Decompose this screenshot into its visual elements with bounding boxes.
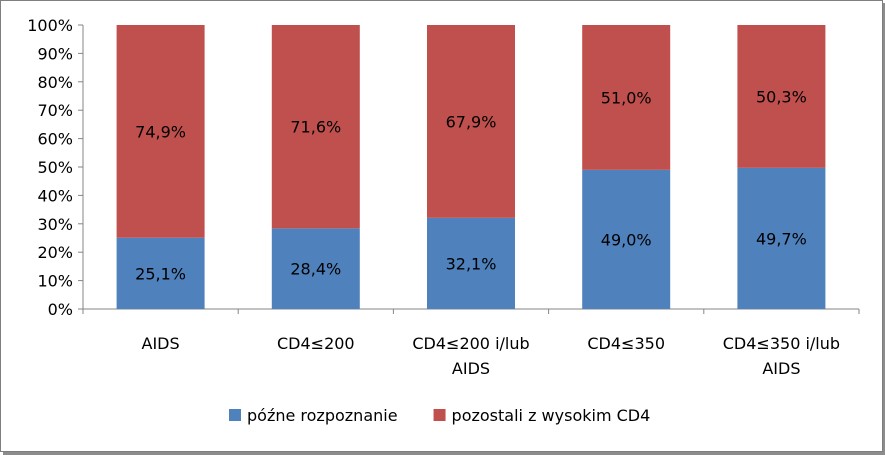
bar-segment bbox=[271, 228, 360, 309]
legend-label: pozostali z wysokim CD4 bbox=[452, 406, 651, 425]
y-tick-label: 0% bbox=[48, 300, 73, 319]
bar-segment bbox=[116, 25, 205, 238]
x-category-label: CD4≤200 bbox=[277, 334, 355, 353]
data-label: 51,0% bbox=[601, 88, 652, 107]
data-label: 49,0% bbox=[601, 230, 652, 249]
x-category-label: AIDS bbox=[452, 359, 490, 378]
y-tick-label: 30% bbox=[37, 215, 73, 234]
y-tick-label: 100% bbox=[27, 16, 73, 35]
y-tick-label: 90% bbox=[37, 44, 73, 63]
data-label: 28,4% bbox=[290, 260, 341, 279]
bar-segment bbox=[271, 25, 360, 229]
bar-segment bbox=[582, 25, 671, 170]
bars: 25,1% 74,9% 28,4% 71,6% 32,1% 67,9% 49,0% 51,0%… bbox=[116, 25, 826, 309]
legend-swatch bbox=[229, 409, 241, 421]
x-category-label: CD4≤350 i/lub bbox=[723, 334, 840, 353]
y-tick-label: 60% bbox=[37, 130, 73, 149]
y-tick-label: 10% bbox=[37, 272, 73, 291]
data-label: 71,6% bbox=[290, 118, 341, 137]
data-label: 50,3% bbox=[756, 87, 807, 106]
legend-label: późne rozpoznanie bbox=[247, 406, 398, 425]
bar-segment bbox=[737, 25, 826, 168]
x-category-label: CD4≤350 bbox=[587, 334, 665, 353]
x-category-label: CD4≤200 i/lub bbox=[412, 334, 529, 353]
x-category-label: AIDS bbox=[762, 359, 800, 378]
bar-segment bbox=[427, 25, 515, 218]
x-axis-labels: AIDS CD4≤200 CD4≤200 i/lub AIDS CD4≤350 CD4≤3… bbox=[142, 334, 841, 378]
y-tick-label: 70% bbox=[37, 101, 73, 120]
bar-segment bbox=[582, 169, 671, 309]
y-tick-label: 40% bbox=[37, 186, 73, 205]
y-tick-label: 80% bbox=[37, 73, 73, 92]
y-axis-ticks: 0% 10% 20% 30% 40% 50% 60% 70% 80% 90% 100% bbox=[27, 16, 83, 319]
legend-swatch bbox=[433, 409, 446, 421]
data-label: 25,1% bbox=[135, 264, 186, 283]
bar-segment bbox=[427, 217, 515, 309]
y-tick-label: 20% bbox=[37, 243, 73, 262]
bar-segment bbox=[116, 237, 205, 309]
data-label: 32,1% bbox=[446, 254, 497, 273]
data-label: 67,9% bbox=[446, 112, 497, 131]
legend: późne rozpoznanie pozostali z wysokim CD4 bbox=[229, 406, 650, 425]
bar-segment bbox=[737, 167, 826, 309]
data-label: 74,9% bbox=[135, 122, 186, 141]
y-tick-label: 50% bbox=[37, 158, 73, 177]
x-category-label: AIDS bbox=[142, 334, 180, 353]
data-label: 49,7% bbox=[756, 229, 807, 248]
